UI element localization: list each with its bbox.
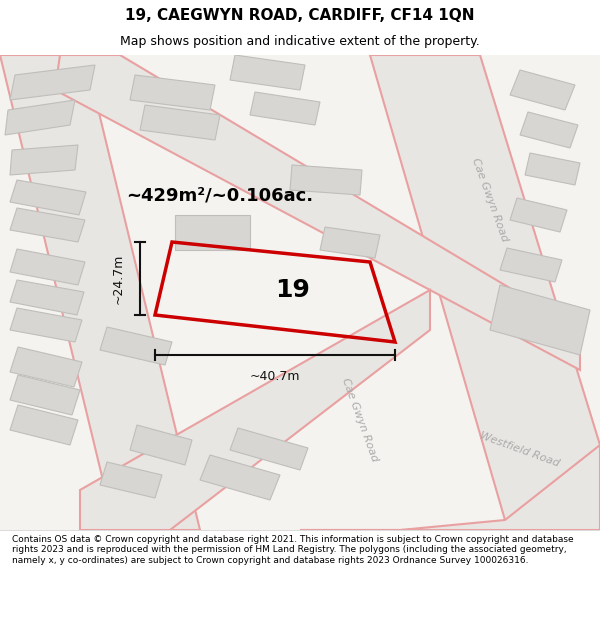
Polygon shape (10, 65, 95, 100)
Polygon shape (520, 112, 578, 148)
Text: ~40.7m: ~40.7m (250, 370, 300, 383)
Polygon shape (10, 347, 82, 387)
Polygon shape (175, 215, 250, 250)
Polygon shape (300, 445, 600, 530)
Text: Cae Gwyn Road: Cae Gwyn Road (340, 377, 380, 463)
Polygon shape (10, 405, 78, 445)
Polygon shape (200, 455, 280, 500)
Polygon shape (10, 145, 78, 175)
Polygon shape (230, 55, 305, 90)
Polygon shape (5, 100, 75, 135)
Polygon shape (10, 280, 84, 315)
Text: ~24.7m: ~24.7m (112, 253, 125, 304)
Polygon shape (490, 285, 590, 355)
Text: Westfield Road: Westfield Road (479, 431, 561, 469)
Polygon shape (320, 227, 380, 258)
Polygon shape (10, 208, 85, 242)
Polygon shape (10, 375, 80, 415)
Text: Contains OS data © Crown copyright and database right 2021. This information is : Contains OS data © Crown copyright and d… (12, 535, 574, 564)
Text: 19, CAEGWYN ROAD, CARDIFF, CF14 1QN: 19, CAEGWYN ROAD, CARDIFF, CF14 1QN (125, 8, 475, 23)
Polygon shape (250, 92, 320, 125)
Polygon shape (0, 55, 600, 530)
Text: Map shows position and indicative extent of the property.: Map shows position and indicative extent… (120, 35, 480, 48)
Polygon shape (10, 249, 85, 285)
Polygon shape (100, 327, 172, 365)
Polygon shape (100, 462, 162, 498)
Text: ~429m²/~0.106ac.: ~429m²/~0.106ac. (127, 186, 314, 204)
Polygon shape (140, 105, 220, 140)
Polygon shape (510, 198, 567, 232)
Polygon shape (525, 153, 580, 185)
Polygon shape (10, 180, 86, 215)
Text: Cae Gwyn Road: Cae Gwyn Road (470, 157, 510, 243)
Polygon shape (370, 55, 600, 520)
Polygon shape (230, 428, 308, 470)
Polygon shape (130, 425, 192, 465)
Polygon shape (500, 248, 562, 282)
Polygon shape (80, 290, 430, 530)
Polygon shape (55, 55, 580, 370)
Polygon shape (290, 165, 362, 195)
Polygon shape (130, 75, 215, 110)
Polygon shape (510, 70, 575, 110)
Polygon shape (0, 55, 200, 530)
Polygon shape (10, 308, 82, 342)
Text: 19: 19 (275, 278, 310, 302)
